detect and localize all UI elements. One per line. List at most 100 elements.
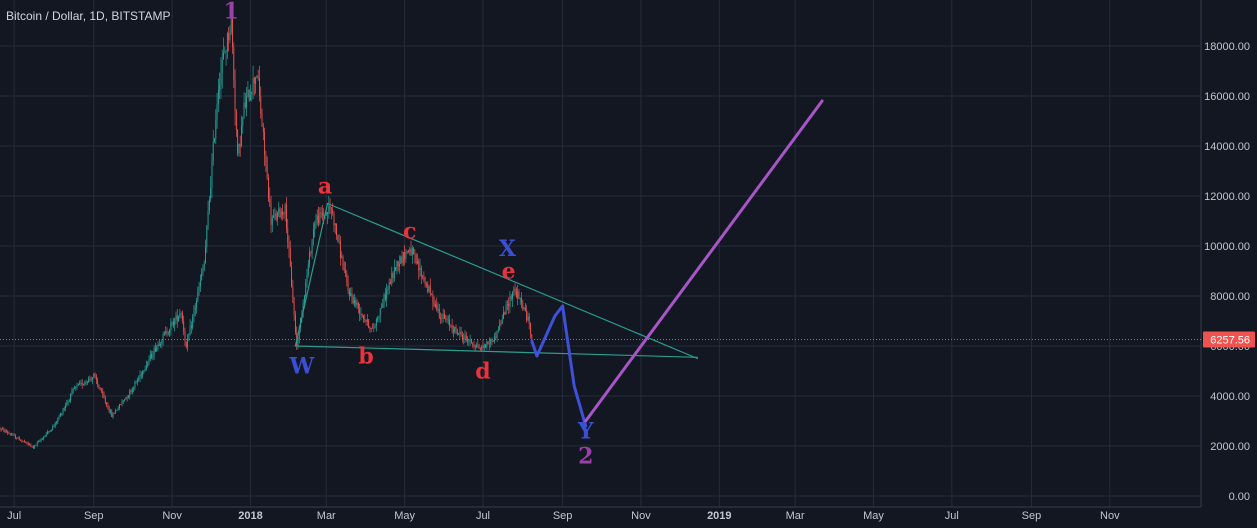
candle-body bbox=[345, 271, 346, 273]
candle-body bbox=[506, 305, 507, 314]
candle-body bbox=[375, 326, 376, 328]
candle-body bbox=[476, 345, 477, 347]
candle-body bbox=[228, 33, 229, 40]
wave-label-1: 1 bbox=[224, 0, 239, 25]
candle-body bbox=[176, 315, 177, 319]
wave-label-w: W bbox=[288, 354, 314, 380]
candle-body bbox=[413, 248, 414, 254]
candle-body bbox=[52, 427, 53, 430]
candle-body bbox=[214, 139, 215, 142]
chart-title: Bitcoin / Dollar, 1D, BITSTAMP bbox=[6, 9, 171, 23]
candle-body bbox=[247, 90, 248, 97]
candle-body bbox=[95, 374, 96, 376]
candle-body bbox=[21, 441, 22, 442]
candle-body bbox=[246, 97, 247, 107]
candle-body bbox=[34, 445, 35, 448]
candle-body bbox=[272, 218, 273, 225]
candle-body bbox=[255, 78, 256, 84]
candle-body bbox=[118, 408, 119, 410]
candle-body bbox=[51, 430, 52, 432]
candle-body bbox=[462, 335, 463, 339]
candle-body bbox=[422, 276, 423, 277]
x-tick-label: Jul bbox=[7, 510, 21, 522]
y-tick-label: 14000.00 bbox=[1204, 141, 1250, 153]
candle-body bbox=[161, 341, 162, 344]
candle-body bbox=[256, 76, 257, 78]
candle-body bbox=[104, 394, 105, 398]
candle-body bbox=[123, 401, 124, 402]
wave-label-c: c bbox=[403, 219, 416, 245]
candle-body bbox=[364, 319, 365, 320]
candle-body bbox=[27, 442, 28, 443]
candle-body bbox=[427, 284, 428, 291]
candle-body bbox=[295, 314, 296, 332]
candle-body bbox=[294, 302, 295, 314]
candle-body bbox=[45, 436, 46, 437]
candle-body bbox=[327, 212, 328, 214]
candle-body bbox=[481, 346, 482, 349]
candle-body bbox=[283, 214, 284, 215]
candle-body bbox=[308, 264, 309, 274]
candle-body bbox=[503, 312, 504, 319]
candle-body bbox=[84, 383, 85, 385]
candle-body bbox=[119, 404, 120, 408]
x-tick-label: Sep bbox=[553, 510, 573, 522]
candle-body bbox=[516, 289, 517, 297]
candle-body bbox=[335, 223, 336, 225]
candle-body bbox=[156, 347, 157, 352]
candle-body bbox=[421, 268, 422, 276]
candle-body bbox=[390, 282, 391, 284]
candle-body bbox=[371, 328, 372, 329]
wave-label-y: Y bbox=[577, 419, 594, 445]
candle-body bbox=[423, 276, 424, 281]
candle-body bbox=[206, 226, 207, 247]
candle-body bbox=[173, 322, 174, 325]
candle-body bbox=[192, 317, 193, 328]
candle-body bbox=[488, 342, 489, 345]
candle-body bbox=[155, 348, 156, 351]
candle-body bbox=[188, 335, 189, 339]
candle-body bbox=[518, 291, 519, 299]
candle-body bbox=[191, 326, 192, 328]
candle-body bbox=[265, 155, 266, 165]
candle-body bbox=[398, 261, 399, 266]
candle-body bbox=[33, 446, 34, 448]
candle-body bbox=[114, 413, 115, 414]
candle-body bbox=[251, 92, 252, 95]
candle-body bbox=[381, 308, 382, 309]
candle-body bbox=[494, 336, 495, 341]
candle-body bbox=[328, 206, 329, 214]
candle-body bbox=[368, 319, 369, 328]
candle-body bbox=[369, 328, 370, 329]
x-tick-label: 2019 bbox=[707, 510, 731, 522]
candle-body bbox=[432, 294, 433, 303]
x-tick-label: Mar bbox=[317, 510, 336, 522]
candle-body bbox=[194, 311, 195, 317]
candle-body bbox=[187, 339, 188, 347]
x-tick-label: 2018 bbox=[238, 510, 262, 522]
candle-body bbox=[195, 307, 196, 311]
candle-body bbox=[445, 319, 446, 320]
candle-body bbox=[223, 53, 224, 60]
candle-body bbox=[443, 314, 444, 317]
candle-body bbox=[12, 435, 13, 436]
candle-body bbox=[449, 320, 450, 326]
y-tick-label: 8000.00 bbox=[1210, 291, 1250, 303]
candle-body bbox=[43, 437, 44, 439]
candle-body bbox=[484, 345, 485, 348]
candle-body bbox=[515, 289, 516, 290]
candle-body bbox=[429, 286, 430, 291]
candle-body bbox=[339, 241, 340, 242]
candle-body bbox=[14, 435, 15, 436]
candle-body bbox=[404, 252, 405, 259]
candle-body bbox=[386, 290, 387, 299]
candle-body bbox=[292, 287, 293, 302]
candle-body bbox=[298, 339, 299, 345]
candle-body bbox=[260, 96, 261, 114]
candle-body bbox=[125, 397, 126, 399]
candle-body bbox=[60, 414, 61, 417]
candle-body bbox=[213, 142, 214, 162]
